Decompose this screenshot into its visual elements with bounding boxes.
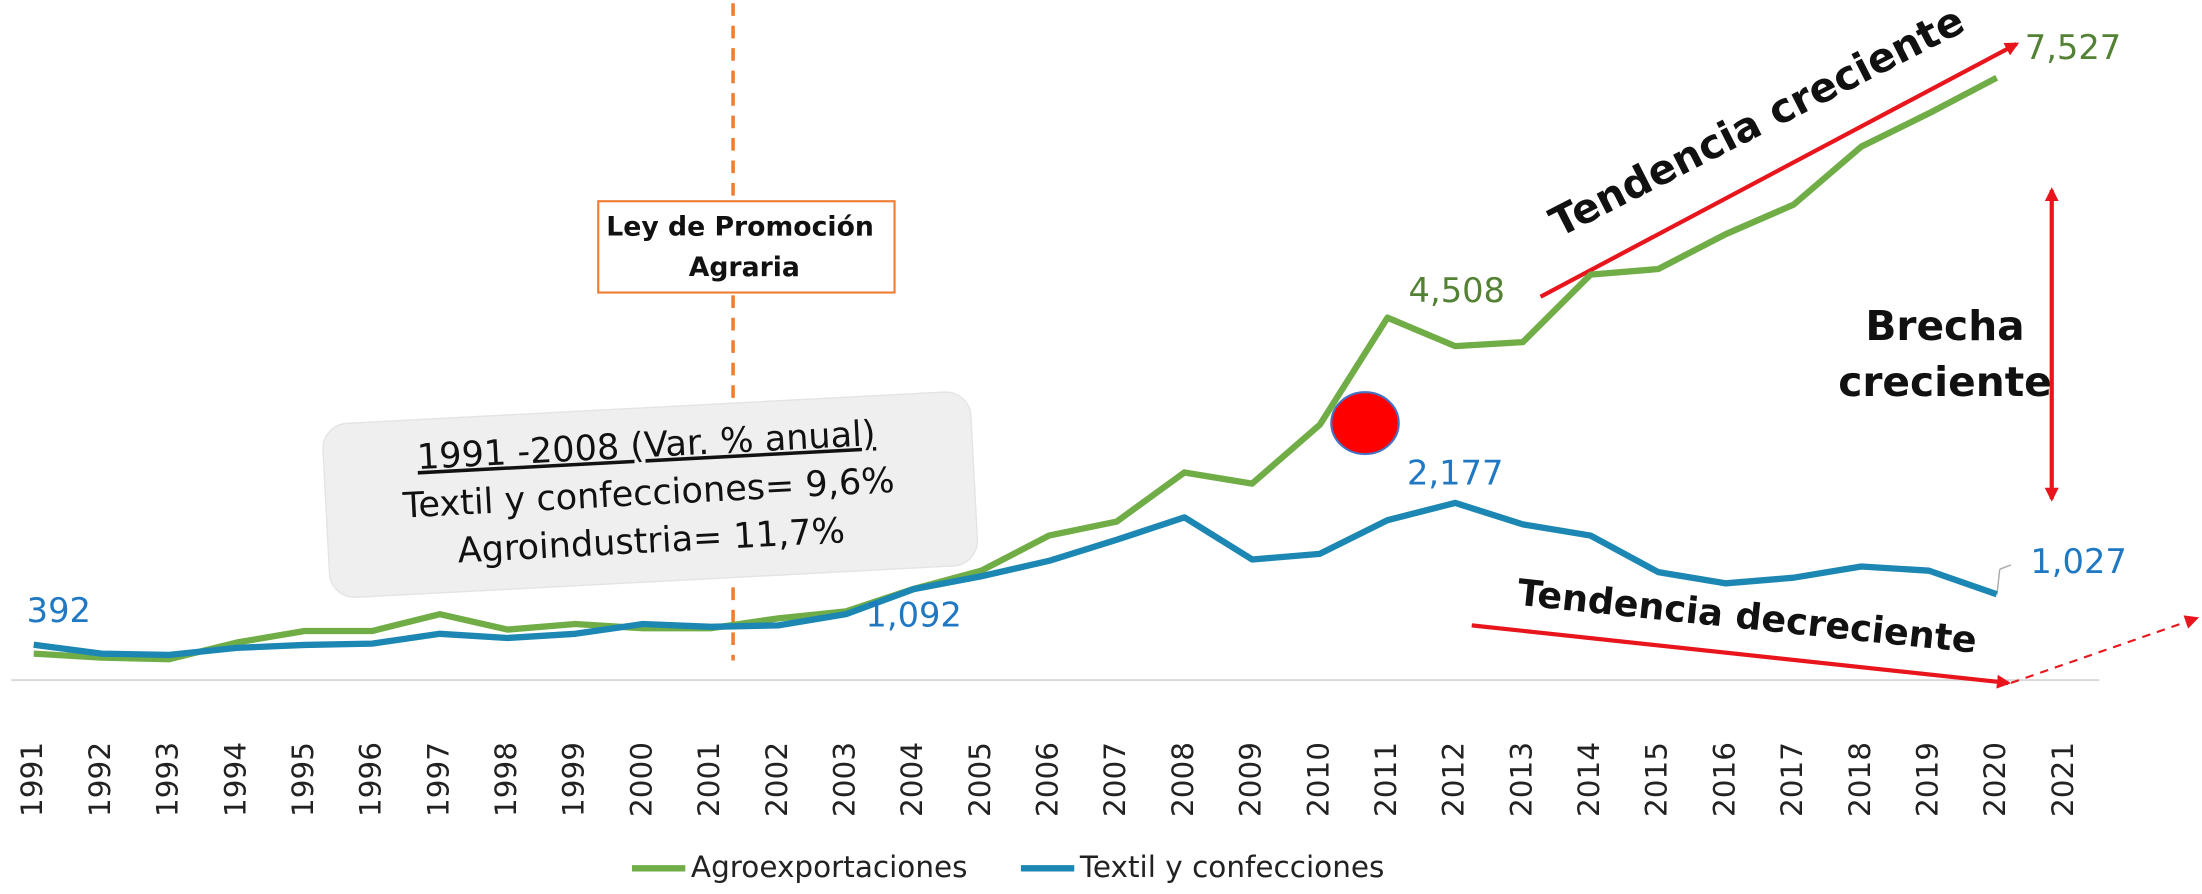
law-text: Ley de Promoción bbox=[606, 211, 874, 242]
falling-arrow bbox=[1471, 623, 2011, 689]
x-tick-label: 2009 bbox=[1234, 742, 1268, 817]
x-tick-label: 2021 bbox=[2046, 742, 2080, 817]
series-line bbox=[33, 74, 1999, 663]
gap-text: creciente bbox=[1838, 358, 2052, 406]
x-tick-label: 2006 bbox=[1031, 742, 1065, 817]
x-tick-label: 1994 bbox=[218, 742, 252, 817]
data-label: 1,027 bbox=[2030, 542, 2126, 581]
x-tick-label: 2017 bbox=[1775, 742, 1809, 817]
x-tick-label: 2011 bbox=[1369, 742, 1403, 817]
law-text: Agraria bbox=[689, 252, 800, 283]
x-tick-label: 2016 bbox=[1707, 742, 1741, 817]
gap-text: Brecha bbox=[1865, 302, 2024, 350]
x-tick-label: 1999 bbox=[557, 742, 591, 817]
data-label: 4,508 bbox=[1409, 271, 1505, 310]
legend-label: Textil y confecciones bbox=[1079, 850, 1385, 884]
series-line bbox=[33, 499, 1998, 659]
x-tick-label: 1996 bbox=[354, 742, 388, 817]
x-tick-label: 2015 bbox=[1640, 742, 1674, 817]
law-box bbox=[597, 200, 896, 294]
x-tick-label: 2013 bbox=[1504, 742, 1538, 817]
x-tick-label: 1991 bbox=[15, 742, 49, 817]
x-tick-label: 2003 bbox=[827, 742, 861, 817]
x-tick-label: 2020 bbox=[1978, 742, 2012, 817]
x-tick-label: 2007 bbox=[1098, 742, 1132, 817]
x-tick-label: 2010 bbox=[1301, 742, 1335, 817]
highlight-dot bbox=[1330, 391, 1400, 456]
x-tick-label: 1995 bbox=[286, 742, 320, 817]
x-tick-label: 2008 bbox=[1166, 742, 1200, 817]
x-tick-label: 2018 bbox=[1843, 742, 1877, 817]
x-tick-label: 2019 bbox=[1910, 742, 1944, 817]
x-tick-label: 2014 bbox=[1572, 742, 1606, 817]
leader-line bbox=[1996, 569, 2001, 595]
projection-arrow bbox=[2010, 615, 2200, 684]
data-label: 7,527 bbox=[2025, 28, 2121, 67]
stats-bg bbox=[322, 391, 979, 599]
data-label: 1,092 bbox=[865, 596, 961, 635]
x-tick-label: 2004 bbox=[895, 742, 929, 817]
x-tick-label: 2001 bbox=[692, 742, 726, 817]
rising-arrow bbox=[1539, 42, 2020, 299]
x-tick-label: 2000 bbox=[624, 742, 658, 817]
x-tick-label: 1997 bbox=[421, 742, 455, 817]
stats-box: 1991 -2008 (Var. % anual) Textil y confe… bbox=[322, 391, 979, 599]
x-tick-label: 2002 bbox=[760, 742, 794, 817]
data-label: 2,177 bbox=[1407, 453, 1503, 492]
x-tick-label: 1992 bbox=[83, 742, 117, 817]
x-tick-label: 1998 bbox=[489, 742, 523, 817]
legend-label: Agroexportaciones bbox=[691, 850, 968, 884]
data-label: 392 bbox=[27, 591, 91, 630]
x-tick-label: 1993 bbox=[151, 742, 185, 817]
x-tick-label: 2012 bbox=[1437, 742, 1471, 817]
x-tick-label: 2005 bbox=[963, 742, 997, 817]
leader-line bbox=[1999, 564, 2012, 570]
